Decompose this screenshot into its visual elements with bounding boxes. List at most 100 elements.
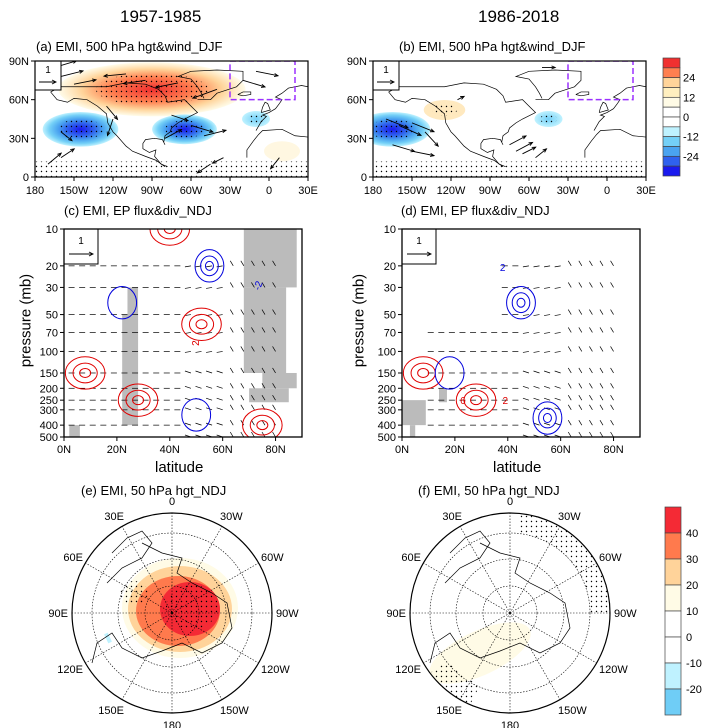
coastline-5 [575,91,590,97]
wind-vector-head-1 [416,132,423,136]
x-tick-label: 60W [518,185,541,197]
wind-vector-head-0 [73,61,78,64]
ep-flux-vector [251,431,255,437]
divergence-contour-red [242,408,283,437]
ep-flux-vector [272,282,276,288]
wind-vector-head-14 [221,129,228,134]
polar-frame [409,512,611,714]
divergence-contour-blue [434,356,465,390]
ep-flux-vector [589,383,593,389]
ep-flux-vector [522,422,530,426]
longitude-label: 90E [386,608,406,620]
wind-vector-12 [171,114,189,122]
significance-stipple [120,581,148,605]
wind-vector-head-18 [196,169,202,174]
ep-flux-vector [184,332,191,334]
colorbar-swatch [664,558,682,586]
divergence-contour-blue [506,286,536,320]
ep-flux-vector [578,260,583,267]
wind-vector-head-11 [551,65,557,70]
y-tick-label: 10 [384,224,396,236]
ep-flux-vector [610,431,614,437]
ep-flux-vector [216,370,223,374]
y-tick-label: 250 [40,395,58,407]
ep-flux-vector [589,309,593,315]
wind-vector-7 [242,79,266,88]
divergence-contour-blue [532,401,563,435]
y-tick-label: 50 [46,310,58,322]
wind-vector-3 [103,73,127,77]
colorbar-swatch [664,688,682,716]
ep-flux-vector [522,370,530,374]
ep-flux-vector [599,260,604,267]
coastline-1 [50,91,166,167]
longitude-label: 30E [442,511,462,523]
divergence-contour-blue [511,292,531,314]
anomaly-blob-4 [264,141,300,162]
coastline [444,530,491,584]
ep-flux-vector [229,394,234,401]
wind-vector-6 [509,135,527,146]
ep-flux-vector [522,407,530,411]
wind-vector-head-8 [531,146,537,151]
y-tick-label: 30N [347,133,367,145]
ep-flux-vector [240,309,245,315]
colorbar-swatch [662,96,681,108]
latitude-circle [429,532,591,694]
ep-flux-vector [567,431,572,437]
ep-flux-vector [589,404,593,411]
ep-flux-vector [554,370,561,374]
wind-vector-head-3 [434,142,439,148]
wind-vector-8 [522,146,536,155]
ep-flux-vector [567,309,572,315]
ep-flux-vector [599,431,604,437]
ep-flux-vector [261,309,266,315]
ep-flux-vector [599,394,604,401]
panel-c-title: (c) EMI, EP flux&div_NDJ [64,203,212,218]
ep-flux-vector [543,397,551,401]
ep-flux-vector [554,314,561,316]
panel-b-title: (b) EMI, 500 hPa hgt&wind_DJF [399,39,586,54]
divergence-contour-blue [542,413,552,424]
ep-flux-vector [216,385,223,389]
reference-vector-arrowhead [426,251,433,257]
divergence-contour-red [163,229,176,234]
ep-flux-vector [184,370,192,374]
ep-flux-vector [610,309,614,315]
y-tick-label: 200 [378,383,396,395]
ep-flux-vector [544,265,551,268]
ep-flux-vector [229,367,234,374]
y-tick-label: 500 [40,432,58,444]
ep-flux-vector [206,287,213,289]
coastline-4 [246,128,308,158]
colorbar-label: 0 [683,112,689,124]
divergence-contour-red [417,367,430,378]
contour-label-negative: -2 [252,279,266,292]
longitude-label: 60E [63,552,83,564]
ep-flux-vector [599,383,604,389]
ep-flux-vector [610,404,614,411]
coastline-6 [260,101,271,113]
ep-flux-vector [195,422,202,426]
wind-vector-head-8 [273,73,280,77]
ep-flux-vector [240,431,245,437]
ep-flux-vector [578,431,583,437]
wind-vector-head-16 [57,152,63,157]
x-tick-label: 0 [604,185,610,197]
ep-flux-vector [522,351,529,353]
significance-stipple-0 [95,73,209,106]
ep-flux-vector [544,332,551,334]
significance-shading-0 [402,400,426,426]
wind-vector-head-2 [91,78,98,83]
colorbar-label: 40 [686,528,698,540]
ep-flux-vector [240,404,245,411]
ep-flux-vector [195,407,202,411]
wind-vector-head-9 [542,148,548,153]
ep-flux-vector [589,346,593,352]
colorbar-swatch [662,165,681,177]
wind-vector-10 [457,95,465,101]
wind-vector-2 [73,79,97,85]
colorbar-label: 10 [686,606,698,618]
panel-d-xlabel: latitude [493,459,542,476]
reference-vector-arrowhead [389,79,396,85]
